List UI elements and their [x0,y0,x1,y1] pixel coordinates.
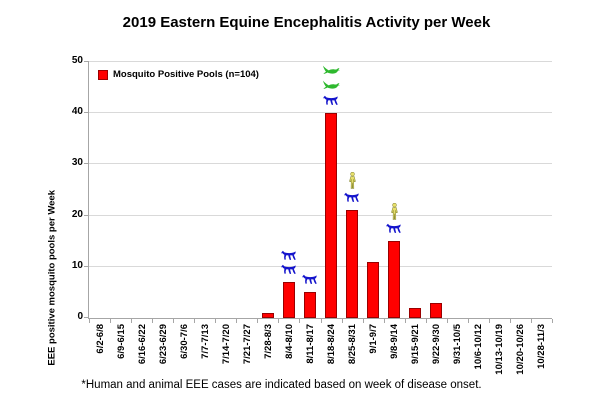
x-axis-tick [362,319,364,323]
legend-label: Mosquito Positive Pools (n=104) [113,69,259,80]
case-marker-person-icon [348,172,357,194]
x-axis-tick [236,319,238,323]
case-marker-person-icon [390,203,399,225]
x-axis-tick [341,319,343,323]
x-tick-label: 10/13-10/19 [494,324,506,375]
chart-title: 2019 Eastern Equine Encephalitis Activit… [122,14,491,31]
x-tick-label: 8/11-8/17 [304,324,316,364]
y-axis-tick [84,265,89,267]
y-axis-tick [84,163,89,165]
case-marker-bird-icon [322,79,340,97]
case-marker-horse-icon [302,272,318,290]
x-axis-tick [173,319,175,323]
x-tick-label: 9/1-9/7 [368,324,380,354]
y-tick-label: 50 [71,55,83,66]
x-tick-label: 9/31-10/5 [452,324,464,365]
bar [409,307,422,318]
x-axis-tick [446,319,448,323]
x-tick-label: 7/21-7/27 [241,324,253,365]
y-tick-label: 0 [77,311,83,322]
x-axis-tick [257,319,259,323]
case-marker-bird-icon [322,64,340,82]
x-axis-tick [89,319,90,323]
x-axis-tick [194,319,196,323]
x-axis-tick [278,319,280,323]
x-axis-tick [530,319,532,323]
bar [430,302,443,318]
x-tick-label: 10/28-11/3 [536,324,548,369]
x-axis-tick [509,319,511,323]
x-tick-label: 8/4-8/10 [283,324,295,359]
case-marker-horse-icon [386,221,402,239]
legend-swatch [98,69,108,80]
x-axis-tick [488,319,490,323]
x-tick-label: 10/6-10/12 [473,324,485,370]
plot-area: Mosquito Positive Pools (n=104) 0 10 20 30 4… [72,55,553,375]
y-tick-label: 30 [71,157,83,169]
x-tick-label: 6/2-6/8 [94,324,106,354]
gridline [89,112,552,114]
y-axis-tick [84,112,89,114]
bar [325,113,338,318]
y-tick-label: 40 [71,106,83,118]
x-axis-tick [552,319,553,323]
case-marker-horse-icon [344,190,360,208]
x-tick-label: 6/16-6/22 [136,324,148,365]
bar [388,241,401,318]
x-axis-tick [383,319,385,323]
x-axis-tick [110,319,112,323]
y-axis-tick [84,61,89,62]
gridline [89,163,552,165]
x-tick-label: 10/20-10/26 [515,324,527,375]
y-tick-label: 20 [71,208,83,220]
x-axis-tick [320,319,322,323]
chart-legend: Mosquito Positive Pools (n=104) [98,69,259,80]
bar [346,210,359,318]
x-tick-label: 7/28-8/3 [262,324,274,359]
case-marker-horse-icon [281,248,297,266]
x-axis-tick [131,319,133,323]
bar [261,312,274,318]
x-tick-label: 9/15-9/21 [410,324,422,365]
x-tick-label: 6/30-7/6 [178,324,190,359]
x-axis-tick [215,319,217,323]
y-tick-label: 10 [71,259,83,271]
x-axis-tick [467,319,469,323]
chart-footnote: *Human and animal EEE cases are indicate… [81,379,482,391]
x-tick-label: 7/7-7/13 [199,324,211,359]
x-tick-label: 9/22-9/30 [431,324,443,365]
x-axis-tick [425,319,427,323]
x-tick-label: 6/9-6/15 [115,324,127,359]
x-tick-label: 7/14-7/20 [220,324,232,365]
bar [367,261,380,318]
bar [303,292,316,318]
gridline [89,265,552,267]
y-axis-tick [84,214,89,216]
x-axis-tick [299,319,301,323]
x-axis-tick [404,319,406,323]
gridline [89,61,552,62]
bar [282,282,295,318]
x-tick-label: 8/18-8/24 [326,324,338,365]
x-axis-tick [152,319,154,323]
x-tick-label: 8/25-8/31 [347,324,359,365]
x-tick-label: 9/8-9/14 [389,324,401,359]
gridline [89,214,552,216]
case-marker-horse-icon [281,262,297,280]
x-tick-label: 6/23-6/29 [157,324,169,365]
case-marker-horse-icon [323,93,339,111]
y-axis-tick [84,317,89,318]
